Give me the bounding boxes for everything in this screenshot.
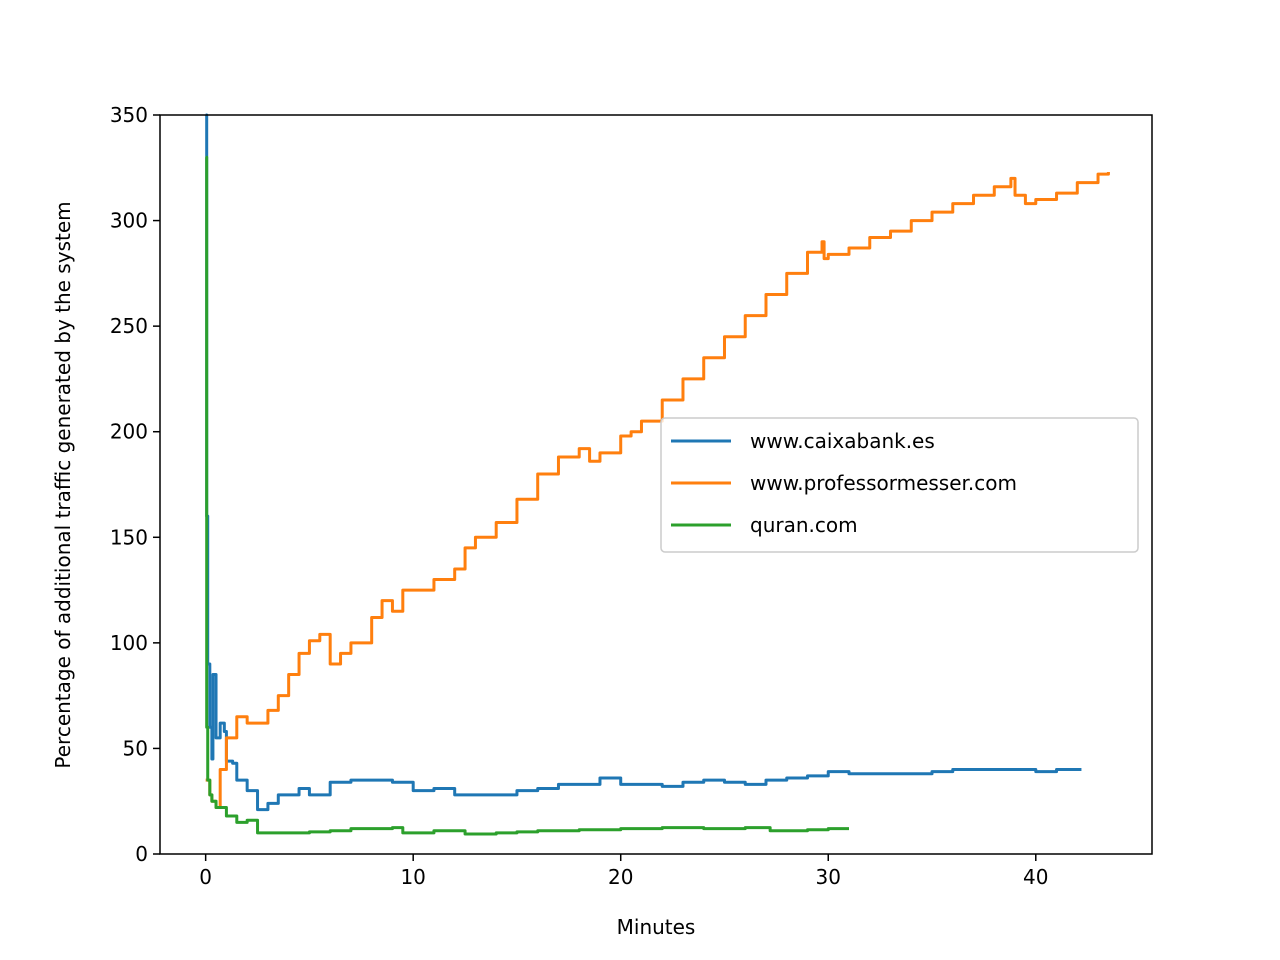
y-axis-title: Percentage of additional traffic generat…	[51, 201, 75, 768]
x-axis-title: Minutes	[617, 915, 696, 939]
series-line-2	[205, 172, 1110, 810]
legend-label-2: www.professormesser.com	[750, 471, 1017, 495]
y-tick-label: 200	[110, 420, 148, 444]
x-tick-label: 0	[199, 865, 212, 889]
y-tick-label: 350	[110, 103, 148, 127]
legend: www.caixabank.es www.professormesser.com q…	[660, 417, 1139, 553]
x-tick-label: 30	[816, 865, 841, 889]
series-lines	[205, 113, 1110, 836]
y-tick-label: 300	[110, 209, 148, 233]
legend-label-1: www.caixabank.es	[750, 429, 935, 453]
x-tick-label: 20	[608, 865, 633, 889]
y-tick-label: 50	[123, 736, 148, 760]
y-tick-label: 0	[135, 842, 148, 866]
y-tick-label: 100	[110, 631, 148, 655]
series-line-1	[205, 113, 1082, 812]
series-line-3	[205, 155, 849, 836]
x-axis-ticks: 0 10 20 30 40	[199, 854, 1049, 889]
legend-label-3: quran.com	[750, 513, 858, 537]
y-tick-label: 150	[110, 525, 148, 549]
y-axis-ticks: 0 50 100 150 200 250 300 350	[110, 103, 160, 866]
legend-box	[660, 417, 1139, 553]
axes-frame	[159, 114, 1153, 855]
y-tick-label: 250	[110, 314, 148, 338]
x-tick-label: 10	[400, 865, 425, 889]
x-tick-label: 40	[1023, 865, 1048, 889]
